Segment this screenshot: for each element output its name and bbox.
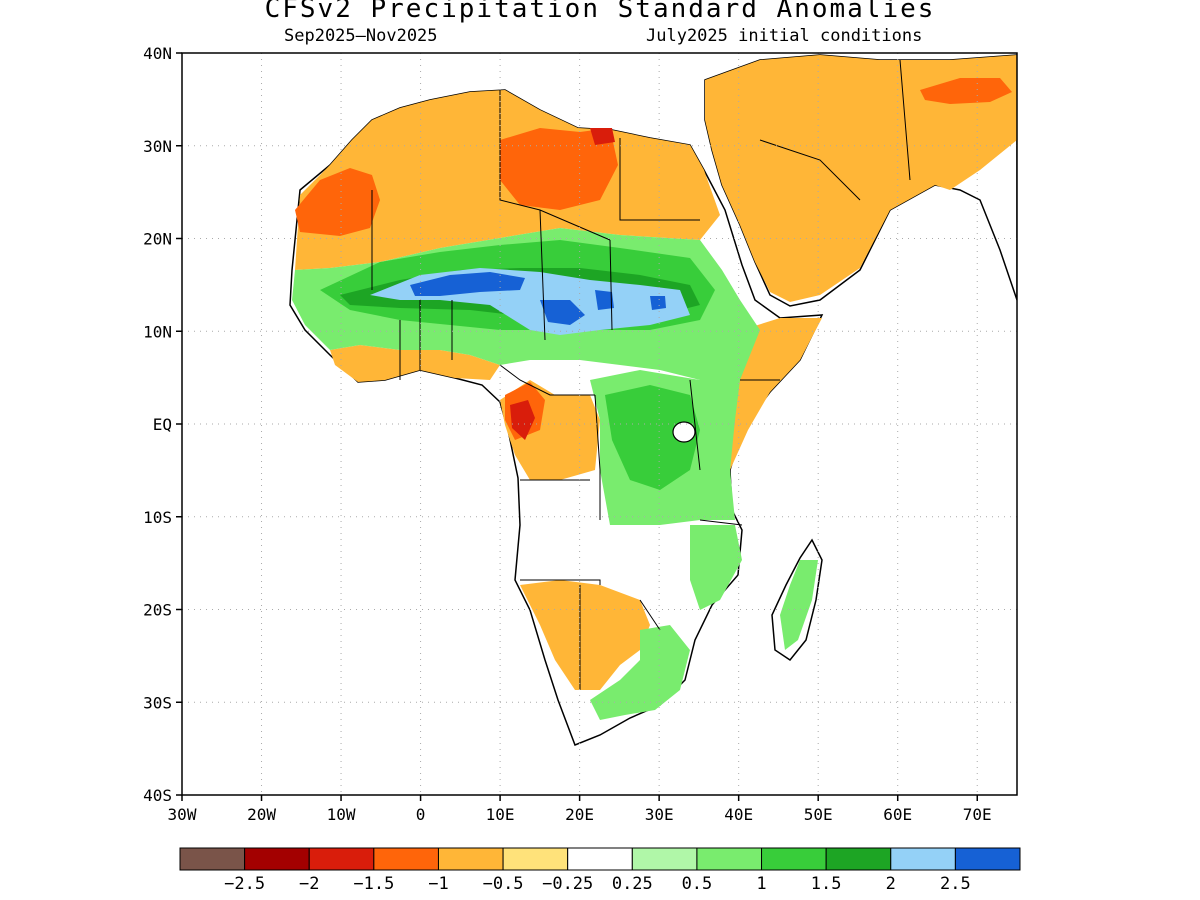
colorbar-swatch	[890, 847, 956, 871]
arabia-dry	[705, 55, 1017, 302]
colorbar-swatch	[825, 847, 892, 871]
lon-label: 20E	[565, 805, 594, 824]
chad-peak-wet	[540, 300, 585, 325]
lat-label: 10N	[143, 322, 172, 341]
southeast-wet	[590, 625, 690, 720]
lat-label: 30S	[143, 693, 172, 712]
colorbar-labels: −2.5 −2 −1.5 −1 −0.5 −0.25 0.25 0.5 1 1.5 2 2.5	[224, 874, 971, 894]
sahara-strong-dry	[500, 128, 618, 210]
colorbar-swatch	[502, 847, 569, 871]
lat-label: 20S	[143, 601, 172, 620]
season-label: Sep2025–Nov2025	[284, 26, 438, 46]
lon-label: 40E	[724, 805, 753, 824]
colorbar-label: 1	[756, 874, 766, 894]
central-strong-wet	[605, 385, 700, 490]
gabon-very-dry	[510, 400, 535, 440]
colorbar-label: −1	[428, 874, 448, 894]
colorbar-label: 0.25	[612, 874, 653, 894]
colorbar	[179, 847, 1021, 871]
lon-label: 0	[416, 805, 426, 824]
colorbar-swatch	[308, 847, 375, 871]
colorbar-label: 0.5	[682, 874, 713, 894]
lat-label: 30N	[143, 137, 172, 156]
ethiopia-peak-wet	[650, 296, 666, 310]
colorbar-swatch	[567, 847, 633, 871]
chart-title: CFSv2 Precipitation Standard Anomalies	[264, 0, 936, 24]
colorbar-label: −1.5	[353, 874, 394, 894]
lon-label: 50E	[804, 805, 833, 824]
lon-label: 20W	[247, 805, 276, 824]
colorbar-label: −0.5	[483, 874, 524, 894]
lon-label: 30E	[645, 805, 674, 824]
longitude-labels: 30W 20W 10W 0 10E 20E 30E 40E 50E 60E 70E	[168, 805, 992, 824]
lake-victoria	[672, 421, 696, 443]
colorbar-swatch	[179, 847, 246, 871]
east-coast-wet	[690, 525, 742, 610]
madagascar-wet	[780, 560, 818, 650]
south-dry	[520, 580, 650, 690]
west-africa-dry	[330, 345, 500, 382]
country-borders	[371, 59, 911, 690]
graticule	[182, 53, 1017, 795]
colorbar-swatch	[696, 847, 763, 871]
colorbar-label: 2	[886, 874, 896, 894]
lat-label: EQ	[153, 415, 172, 434]
colorbar-swatch	[631, 847, 698, 871]
lon-label: 10E	[486, 805, 515, 824]
colorbar-label: −2.5	[224, 874, 265, 894]
map-area	[182, 53, 1017, 795]
sudan-peak-wet	[595, 290, 614, 310]
lon-label: 10W	[327, 805, 356, 824]
latitude-labels: 40N 30N 20N 10N EQ 10S 20S 30S 40S	[143, 44, 172, 805]
colorbar-label: 2.5	[940, 874, 971, 894]
niger-peak-wet	[410, 272, 525, 296]
colorbar-swatch	[244, 847, 310, 871]
lat-label: 10S	[143, 508, 172, 527]
lat-label: 40N	[143, 44, 172, 63]
mauritania-strong-dry	[295, 168, 380, 236]
colorbar-swatch	[373, 847, 439, 871]
colorbar-swatch	[954, 847, 1021, 871]
colorbar-label: 1.5	[811, 874, 842, 894]
lon-label: 30W	[168, 805, 197, 824]
axis-ticks	[176, 52, 978, 801]
colorbar-label: −0.25	[542, 874, 593, 894]
colorbar-label: −2	[299, 874, 319, 894]
lon-label: 70E	[963, 805, 992, 824]
colorbar-swatch	[437, 847, 504, 871]
libya-very-dry	[590, 128, 615, 145]
lon-label: 60E	[883, 805, 912, 824]
initial-conditions-label: July2025 initial conditions	[646, 26, 923, 46]
lat-label: 20N	[143, 230, 172, 249]
iran-strong-dry	[920, 78, 1012, 104]
lat-label: 40S	[143, 786, 172, 805]
colorbar-swatch	[761, 847, 827, 871]
